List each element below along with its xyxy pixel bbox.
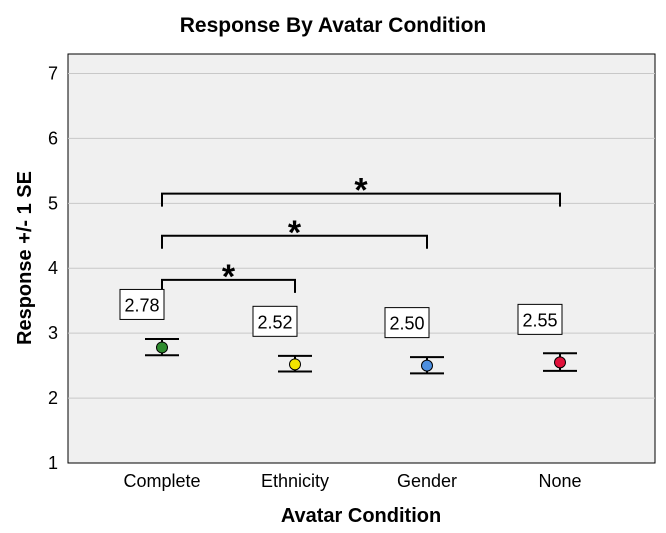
y-tick-label: 2 <box>48 388 58 408</box>
x-tick-label: Gender <box>397 471 457 491</box>
data-label-box <box>252 305 298 337</box>
significance-star: * <box>354 172 368 210</box>
x-tick-labels: Complete Ethnicity Gender None <box>123 471 581 491</box>
data-label-box <box>517 303 563 335</box>
significance-bracket <box>161 278 296 293</box>
y-tick-label: 4 <box>48 258 58 278</box>
y-axis-title: Response +/- 1 SE <box>14 171 36 345</box>
y-tick-labels: 1 2 3 4 5 6 7 <box>48 63 58 473</box>
data-label-box <box>119 288 165 320</box>
y-tick-label: 3 <box>48 323 58 343</box>
data-label: 2.55 <box>522 310 557 330</box>
y-tick-label: 1 <box>48 453 58 473</box>
plot-area <box>67 53 656 464</box>
data-point <box>421 359 433 372</box>
data-labels: 2.78 2.52 2.50 2.55 <box>119 288 563 339</box>
data-label: 2.52 <box>257 312 292 332</box>
data-point <box>289 358 301 371</box>
significance-bracket <box>161 234 428 249</box>
y-tick-label: 6 <box>48 128 58 148</box>
x-tick-label: Ethnicity <box>261 471 329 491</box>
x-axis-title: Avatar Condition <box>281 505 441 527</box>
significance-brackets: * * * <box>161 172 561 296</box>
data-points <box>156 341 566 372</box>
y-tick-label: 7 <box>48 63 58 83</box>
chart-title: Response By Avatar Condition <box>180 14 487 37</box>
data-label-box <box>384 307 430 339</box>
significance-star: * <box>222 258 236 296</box>
significance-bracket <box>161 192 561 207</box>
x-tick-label: None <box>538 471 581 491</box>
gridlines <box>68 72 655 399</box>
data-label: 2.78 <box>124 295 159 315</box>
x-tick-label: Complete <box>123 471 200 491</box>
data-point <box>554 356 566 369</box>
significance-star: * <box>288 214 302 252</box>
y-tick-label: 5 <box>48 193 58 213</box>
data-point <box>156 341 168 354</box>
data-label: 2.50 <box>389 314 424 334</box>
